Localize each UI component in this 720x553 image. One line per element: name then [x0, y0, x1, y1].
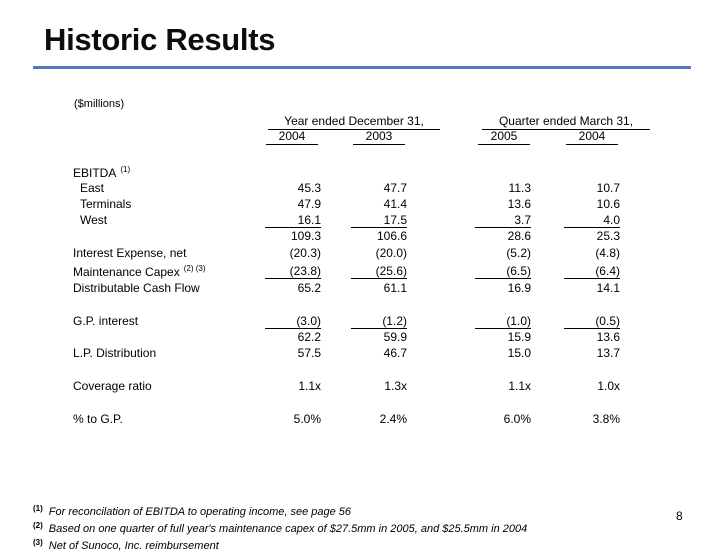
- cell-value: (20.3): [289, 246, 321, 260]
- cell-value: 47.9: [297, 197, 321, 211]
- row-label: G.P. interest: [73, 314, 139, 328]
- table-row: West 16.1 17.5 3.7 4.0: [0, 213, 720, 229]
- row-label: % to G.P.: [73, 412, 123, 426]
- cell-value: 11.3: [508, 181, 531, 195]
- page-number: 8: [676, 509, 683, 523]
- footnote-text: For reconcilation of EBITDA to operating…: [48, 506, 352, 518]
- cell-value: 16.9: [507, 281, 531, 295]
- row-label: Distributable Cash Flow: [73, 281, 200, 295]
- table-row: Terminals 47.9 41.4 13.6 10.6: [0, 197, 720, 213]
- footnote-text: Based on one quarter of full year's main…: [48, 523, 528, 535]
- table-row-subtotal: 109.3 106.6 28.6 25.3: [0, 229, 720, 245]
- header-quarter-ended: Quarter ended March 31,: [482, 114, 650, 130]
- cell-value: (5.2): [506, 246, 531, 260]
- cell-value: 109.3: [290, 229, 321, 243]
- header-q-2004: 2004: [566, 129, 618, 145]
- table-row-subtotal: 62.2 59.9 15.9 13.6: [0, 330, 720, 346]
- cell-value: 59.9: [383, 330, 407, 344]
- footnote: (2) Based on one quarter of full year's m…: [33, 519, 527, 536]
- cell-value: 17.5: [351, 213, 407, 228]
- row-label: Interest Expense, net: [73, 246, 187, 260]
- cell-value: 15.9: [507, 330, 531, 344]
- cell-value: 13.7: [596, 346, 620, 360]
- page-title: Historic Results: [44, 22, 276, 57]
- cell-value: 46.7: [383, 346, 407, 360]
- cell-value: (3.0): [265, 314, 321, 329]
- row-label: L.P. Distribution: [73, 346, 157, 360]
- row-label: Maintenance Capex (2) (3): [73, 264, 206, 279]
- cell-value: 1.1x: [298, 379, 321, 393]
- cell-value: (0.5): [564, 314, 620, 329]
- table-row: G.P. interest (3.0) (1.2) (1.0) (0.5): [0, 314, 720, 330]
- cell-value: (20.0): [375, 246, 407, 260]
- footnote-mark: (1): [33, 504, 43, 513]
- cell-value: 5.0%: [293, 412, 321, 426]
- table-row: EBITDA (1): [0, 165, 720, 181]
- cell-value: (25.6): [351, 264, 407, 279]
- cell-value: 1.3x: [384, 379, 407, 393]
- table-row: Distributable Cash Flow 65.2 61.1 16.9 1…: [0, 281, 720, 297]
- cell-value: 13.6: [507, 197, 531, 211]
- cell-value: 1.0x: [597, 379, 620, 393]
- cell-value: (1.2): [351, 314, 407, 329]
- cell-value: 45.3: [297, 181, 321, 195]
- cell-value: 106.6: [376, 229, 407, 243]
- cell-value: 4.0: [564, 213, 620, 228]
- footnote-ref: (1): [120, 165, 131, 174]
- footnotes: (1) For reconcilation of EBITDA to operat…: [33, 502, 527, 553]
- cell-value: (6.4): [564, 264, 620, 279]
- cell-value: 16.1: [265, 213, 321, 228]
- cell-value: 14.1: [596, 281, 620, 295]
- cell-value: 10.7: [596, 181, 620, 195]
- cell-value: 6.0%: [503, 412, 531, 426]
- footnote-mark: (3): [33, 538, 43, 547]
- row-label: East: [80, 181, 105, 195]
- table-row: Coverage ratio 1.1x 1.3x 1.1x 1.0x: [0, 379, 720, 395]
- title-divider: [33, 66, 691, 69]
- cell-value: 10.6: [596, 197, 620, 211]
- cell-value: 2.4%: [379, 412, 407, 426]
- table-row: Maintenance Capex (2) (3) (23.8) (25.6) (…: [0, 264, 720, 280]
- table-row: % to G.P. 5.0% 2.4% 6.0% 3.8%: [0, 412, 720, 428]
- footnote: (1) For reconcilation of EBITDA to operat…: [33, 502, 527, 519]
- cell-value: 15.0: [507, 346, 531, 360]
- cell-value: 41.4: [383, 197, 407, 211]
- cell-value: 57.5: [297, 346, 321, 360]
- cell-value: (6.5): [475, 264, 531, 279]
- cell-value: 3.8%: [592, 412, 620, 426]
- cell-value: 25.3: [596, 229, 620, 243]
- row-label: Terminals: [80, 197, 132, 211]
- cell-value: 61.1: [383, 281, 407, 295]
- cell-value: 62.2: [297, 330, 321, 344]
- row-label: West: [80, 213, 108, 227]
- row-label: Coverage ratio: [73, 379, 152, 393]
- cell-value: 47.7: [383, 181, 407, 195]
- header-year-ended: Year ended December 31,: [268, 114, 440, 130]
- table-row: East 45.3 47.7 11.3 10.7: [0, 181, 720, 197]
- footnote: (3) Net of Sunoco, Inc. reimbursement: [33, 536, 527, 553]
- footnote-text: Net of Sunoco, Inc. reimbursement: [48, 540, 219, 552]
- row-label: EBITDA (1): [73, 165, 131, 180]
- footnote-ref: (2) (3): [183, 264, 206, 273]
- cell-value: 28.6: [507, 229, 531, 243]
- footnote-mark: (2): [33, 521, 43, 530]
- cell-value: 13.6: [596, 330, 620, 344]
- units-label: ($millions): [74, 98, 125, 110]
- cell-value: 1.1x: [508, 379, 531, 393]
- header-year-2003: 2003: [353, 129, 405, 145]
- cell-value: (1.0): [475, 314, 531, 329]
- table-row: Interest Expense, net (20.3) (20.0) (5.2…: [0, 246, 720, 262]
- cell-value: 65.2: [297, 281, 321, 295]
- header-year-2004: 2004: [266, 129, 318, 145]
- cell-value: (4.8): [595, 246, 620, 260]
- header-q-2005: 2005: [478, 129, 530, 145]
- table-row: L.P. Distribution 57.5 46.7 15.0 13.7: [0, 346, 720, 362]
- cell-value: 3.7: [475, 213, 531, 228]
- cell-value: (23.8): [265, 264, 321, 279]
